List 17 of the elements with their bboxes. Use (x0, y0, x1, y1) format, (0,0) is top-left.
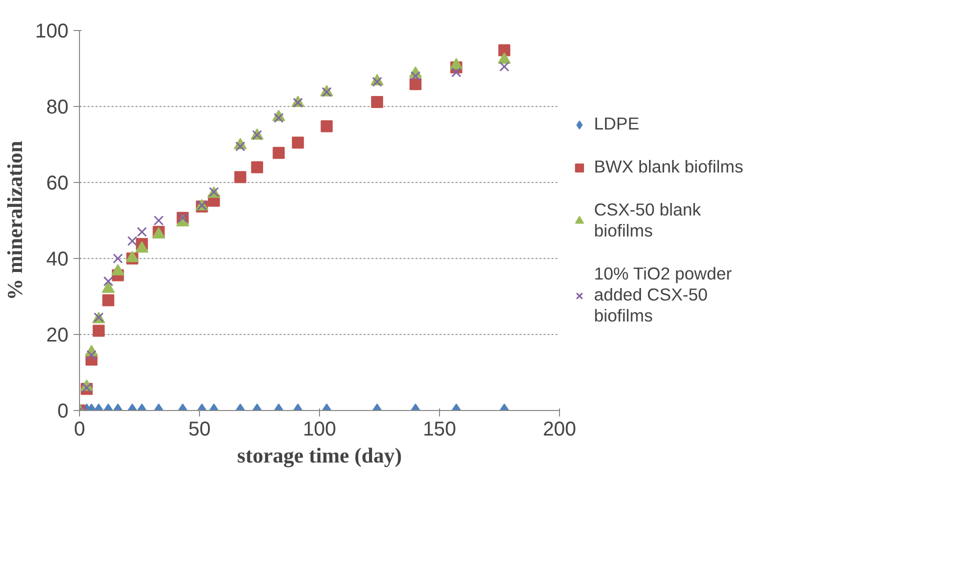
y-tick-label: 60 (46, 172, 69, 194)
y-tick-label: 20 (46, 324, 69, 346)
legend-label: CSX-50 blank biofilms (594, 200, 701, 242)
y-tick-label: 100 (35, 20, 69, 42)
legend-label: LDPE (594, 114, 640, 134)
x-tick-label: 100 (302, 418, 336, 440)
x-tick-label: 150 (422, 418, 456, 440)
x-tick-label: 200 (542, 418, 576, 440)
x-tick-label: 50 (188, 418, 211, 440)
y-axis-title: % mineralization (3, 140, 28, 300)
y-tick-label: 80 (46, 96, 69, 118)
y-tick-label: 0 (57, 400, 68, 422)
y-tick-label: 40 (46, 248, 69, 270)
x-tick-label: 0 (74, 418, 86, 440)
legend-label: BWX blank biofilms (594, 156, 744, 178)
x-axis-title: storage time (day) (237, 444, 402, 468)
legend-label: 10% TiO2 powder added CSX-50 biofilms (594, 264, 732, 326)
